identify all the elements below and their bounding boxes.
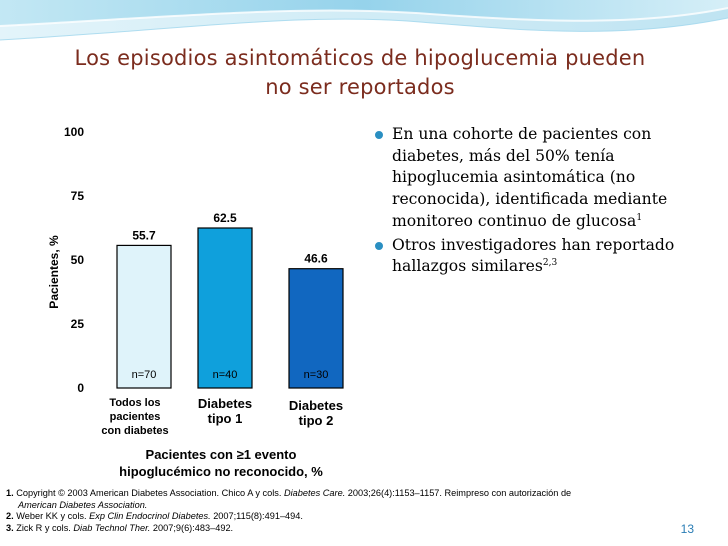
bar-value-label-2: 62.5 xyxy=(213,211,237,225)
reference-1: 1. Copyright © 2003 American Diabetes As… xyxy=(6,488,572,498)
x-category-label-3-line1: Diabetes xyxy=(289,398,343,413)
slide-title-line2: no ser reportados xyxy=(265,75,455,99)
y-axis-label: Pacientes, % xyxy=(47,235,61,309)
y-tick-label-25: 25 xyxy=(71,317,85,331)
reference-1-continuation: American Diabetes Association. xyxy=(18,499,148,510)
y-tick-label-75: 75 xyxy=(71,189,85,203)
bullet-text-others: Otros investigadores han reportado halla… xyxy=(392,235,675,276)
reference-2: 2. Weber KK y cols. Exp Clin Endocrinol … xyxy=(6,511,303,522)
bar-value-label-3: 46.6 xyxy=(304,252,328,266)
slide-title: Los episodios asintomáticos de hipogluce… xyxy=(40,44,680,102)
x-category-label-1-line1: Todos los xyxy=(109,397,160,409)
x-category-label-2-line2: tipo 1 xyxy=(208,411,243,426)
reference-3: 3. Zick R y cols. Diab Technol Ther. 200… xyxy=(6,522,234,533)
bar-3 xyxy=(288,268,344,389)
page-number: 13 xyxy=(680,522,694,536)
bullet-sup-cohort: 1 xyxy=(636,212,643,223)
bullet-item-cohort: En una cohorte de pacientes con diabetes… xyxy=(372,124,712,233)
y-tick-label-50: 50 xyxy=(71,253,85,267)
bar-1 xyxy=(116,244,172,389)
y-tick-label-0: 0 xyxy=(77,381,84,395)
bar-2 xyxy=(197,227,253,389)
bullet-sup-others: 2,3 xyxy=(542,258,558,269)
x-category-label-1-line2: pacientes xyxy=(110,411,161,423)
slide-title-line1: Los episodios asintomáticos de hipogluce… xyxy=(74,46,646,70)
bar-value-label-1: 55.7 xyxy=(132,228,156,242)
bar-n-label-3: n=30 xyxy=(304,369,329,381)
bullet-list: En una cohorte de pacientes con diabetes… xyxy=(372,124,712,280)
x-category-label-2-line1: Diabetes xyxy=(198,396,252,411)
x-category-label-1-line3: con diabetes xyxy=(101,425,168,437)
y-tick-label-100: 100 xyxy=(64,125,84,139)
bar-chart: Pacientes, % 0 25 50 75 100 55.7 n=70 62.5 n=40 46… xyxy=(47,125,344,479)
references: 1. Copyright © 2003 American Diabetes As… xyxy=(6,488,666,534)
bar-n-label-2: n=40 xyxy=(213,369,238,381)
bullet-text-cohort: En una cohorte de pacientes con diabetes… xyxy=(392,125,668,230)
x-axis-label-line2: hipoglucémico no reconocido, % xyxy=(119,464,323,479)
x-axis-label-line1: Pacientes con ≥1 evento xyxy=(146,447,297,462)
bar-n-label-1: n=70 xyxy=(132,369,157,381)
bullet-item-others: Otros investigadores han reportado halla… xyxy=(372,235,712,278)
x-category-label-3-line2: tipo 2 xyxy=(299,413,334,428)
header-wave-decoration xyxy=(0,0,728,60)
